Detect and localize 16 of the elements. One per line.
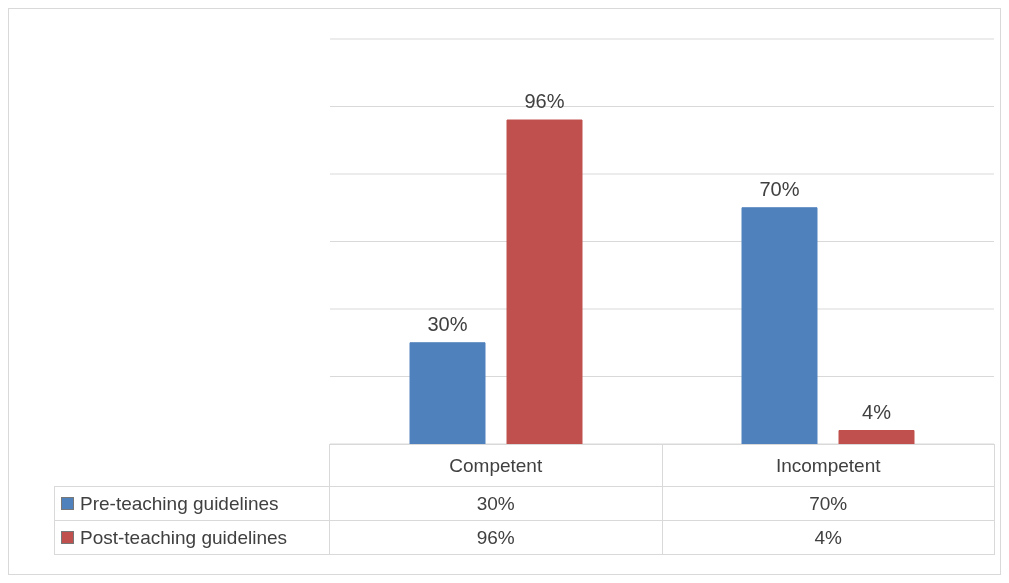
bar	[506, 119, 583, 444]
x-tick-label: Competent	[329, 444, 663, 487]
data-label: 70%	[661, 486, 995, 521]
text: 4%	[862, 400, 891, 423]
bar	[741, 207, 818, 444]
text: 70%	[759, 177, 800, 200]
bar	[838, 430, 915, 444]
text: 30%	[427, 312, 468, 335]
legend-label: Post-teaching guidelines	[54, 520, 330, 555]
data-label: 4%	[661, 520, 995, 555]
legend-label: Pre-teaching guidelines	[54, 486, 330, 521]
text: 96%	[524, 90, 565, 112]
x-tick-label: Incompetent	[661, 444, 995, 487]
bar	[409, 342, 486, 444]
data-label: 30%	[329, 486, 663, 521]
data-label: 96%	[329, 520, 663, 555]
